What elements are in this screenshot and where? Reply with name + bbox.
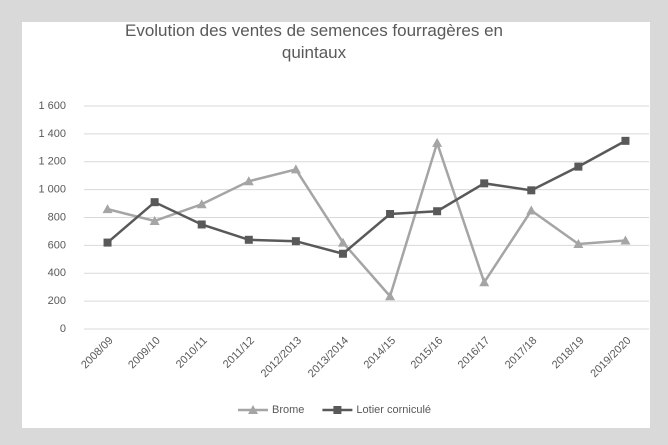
point xyxy=(526,205,537,215)
x-tick-label: 2013/2014 xyxy=(306,335,351,380)
chart-title: Evolution des ventes de semences fourrag… xyxy=(124,21,503,62)
x-tick-label: 2015/16 xyxy=(409,335,446,372)
point xyxy=(620,235,631,245)
point xyxy=(196,199,207,209)
point xyxy=(479,277,490,287)
legend-label: Lotier corniculé xyxy=(356,404,431,416)
point xyxy=(291,237,300,246)
point xyxy=(150,198,159,207)
x-tick-label: 2009/10 xyxy=(126,335,163,372)
point xyxy=(337,237,348,247)
point xyxy=(338,249,347,258)
point xyxy=(574,162,583,171)
point xyxy=(149,215,160,225)
point xyxy=(621,136,630,145)
x-tick-label: 2010/11 xyxy=(174,335,210,371)
y-tick-label: 800 xyxy=(48,211,66,223)
x-tick-label: 2017/18 xyxy=(503,335,540,372)
y-tick-label: 1 200 xyxy=(38,156,66,168)
y-tick-label: 1 000 xyxy=(38,184,66,196)
point xyxy=(385,291,396,301)
x-tick-label: 2012/2013 xyxy=(259,335,304,380)
point xyxy=(102,204,113,214)
x-tick-label: 2014/15 xyxy=(362,335,399,372)
point xyxy=(433,207,442,216)
line xyxy=(106,139,627,256)
y-tick-label: 0 xyxy=(60,323,66,335)
y-tick-label: 1 400 xyxy=(38,128,66,140)
legend-label: Brome xyxy=(272,404,304,416)
point xyxy=(527,186,536,195)
point xyxy=(197,220,206,229)
x-tick-label: 2019/2020 xyxy=(588,335,633,380)
x-tick-label: 2018/19 xyxy=(550,335,587,372)
legend-marker xyxy=(248,405,258,414)
x-tick-label: 2016/17 xyxy=(456,335,493,372)
y-tick-label: 400 xyxy=(48,267,66,279)
point xyxy=(432,137,443,147)
y-tick-label: 600 xyxy=(48,239,66,251)
point xyxy=(480,179,489,188)
point xyxy=(243,176,254,186)
x-tick-label: 2008/09 xyxy=(79,335,116,372)
point xyxy=(290,164,301,174)
point xyxy=(573,238,584,248)
point xyxy=(244,235,253,244)
point xyxy=(103,238,112,247)
legend-marker xyxy=(333,406,342,414)
y-tick-label: 200 xyxy=(48,295,66,307)
x-tick-label: 2011/12 xyxy=(221,335,257,371)
point xyxy=(386,210,395,219)
line xyxy=(107,138,626,299)
y-tick-label: 1 600 xyxy=(38,100,66,112)
